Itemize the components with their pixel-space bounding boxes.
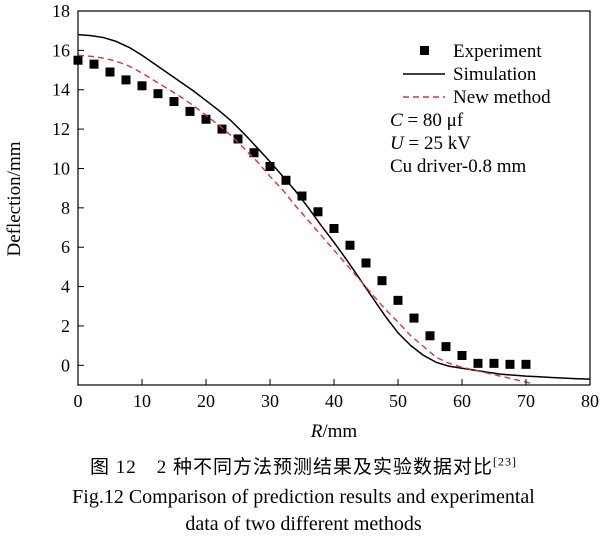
x-tick-label: 30 <box>261 391 279 411</box>
annotation-value: = 25 kV <box>404 133 471 154</box>
data-point <box>121 75 131 85</box>
y-tick-label: 4 <box>61 277 70 297</box>
annotation: Cu driver-0.8 mm <box>390 156 527 177</box>
caption-english: Fig.12 Comparison of prediction results … <box>0 484 607 538</box>
y-tick-label: 2 <box>61 316 70 336</box>
caption-reference: [23] <box>493 454 517 469</box>
x-axis-label-symbol: R <box>310 421 323 442</box>
data-point <box>345 240 355 250</box>
data-point <box>233 134 243 144</box>
data-point <box>89 59 99 69</box>
caption-english-line-2: data of two different methods <box>185 513 422 535</box>
annotation: U = 25 kV <box>390 133 471 154</box>
x-tick-label: 80 <box>581 391 599 411</box>
y-tick-label: 0 <box>61 355 70 375</box>
data-point <box>377 276 387 286</box>
x-axis-label-unit: /mm <box>322 421 357 442</box>
data-point <box>425 331 435 341</box>
data-point <box>297 191 307 201</box>
y-tick-label: 16 <box>52 40 70 60</box>
x-tick-label: 20 <box>197 391 215 411</box>
series-line <box>77 54 533 385</box>
y-tick-label: 14 <box>52 80 70 100</box>
x-tick-label: 40 <box>325 391 343 411</box>
legend-entry: Simulation <box>403 64 537 85</box>
data-point <box>105 67 115 77</box>
annotation-value: Cu driver-0.8 mm <box>390 156 527 177</box>
data-point <box>505 359 515 369</box>
y-tick-label: 12 <box>52 119 70 139</box>
data-point <box>185 106 195 116</box>
annotation-value: = 80 μf <box>403 110 464 131</box>
data-point <box>313 207 323 217</box>
data-point <box>441 342 451 352</box>
y-tick-label: 8 <box>61 198 70 218</box>
annotation-symbol: U <box>390 133 405 154</box>
data-point <box>489 358 499 368</box>
data-point <box>521 359 531 369</box>
data-point <box>409 313 419 323</box>
x-tick-label: 0 <box>74 391 83 411</box>
annotation: C = 80 μf <box>390 110 464 131</box>
data-point <box>217 124 227 134</box>
x-tick-label: 10 <box>133 391 151 411</box>
series-simulation <box>77 33 591 380</box>
legend-label: Experiment <box>453 41 542 62</box>
series-line <box>77 33 591 380</box>
x-axis-label: R/mm <box>310 421 358 442</box>
data-point <box>361 258 371 268</box>
legend-label: New method <box>453 87 551 108</box>
data-point <box>137 81 147 91</box>
x-tick-label: 60 <box>453 391 471 411</box>
caption-chinese: 图 12 2 种不同方法预测结果及实验数据对比[23] <box>0 452 607 479</box>
data-point <box>201 114 211 124</box>
y-tick-label: 10 <box>52 158 70 178</box>
data-point <box>249 148 259 158</box>
y-tick-label: 18 <box>52 1 70 21</box>
chart-area: 0 10 20 30 40 50 60 70 80 0 2 4 6 8 10 12 14 16 18 Deflect… <box>4 1 599 442</box>
data-point <box>153 89 163 99</box>
annotation-symbol: C <box>390 110 403 131</box>
x-tick-label: 70 <box>517 391 535 411</box>
data-point <box>265 162 275 172</box>
data-point <box>329 224 339 234</box>
data-point <box>473 358 483 368</box>
x-tick-label: 50 <box>389 391 407 411</box>
legend-entry: Experiment <box>420 41 542 62</box>
caption-english-line-1: Fig.12 Comparison of prediction results … <box>72 486 535 508</box>
series-new-method <box>77 54 533 385</box>
legend-marker <box>420 46 429 55</box>
y-axis-label: Deflection/mm <box>4 141 25 256</box>
chart-svg: 0 10 20 30 40 50 60 70 80 0 2 4 6 8 10 12 14 16 18 Deflect… <box>4 1 599 442</box>
legend-entry: New method <box>403 87 551 108</box>
data-point <box>457 350 467 360</box>
data-point <box>169 97 179 107</box>
caption-chinese-text: 图 12 2 种不同方法预测结果及实验数据对比 <box>89 457 493 478</box>
data-point <box>393 295 403 305</box>
legend-label: Simulation <box>453 64 537 85</box>
y-tick-label: 6 <box>61 237 70 257</box>
